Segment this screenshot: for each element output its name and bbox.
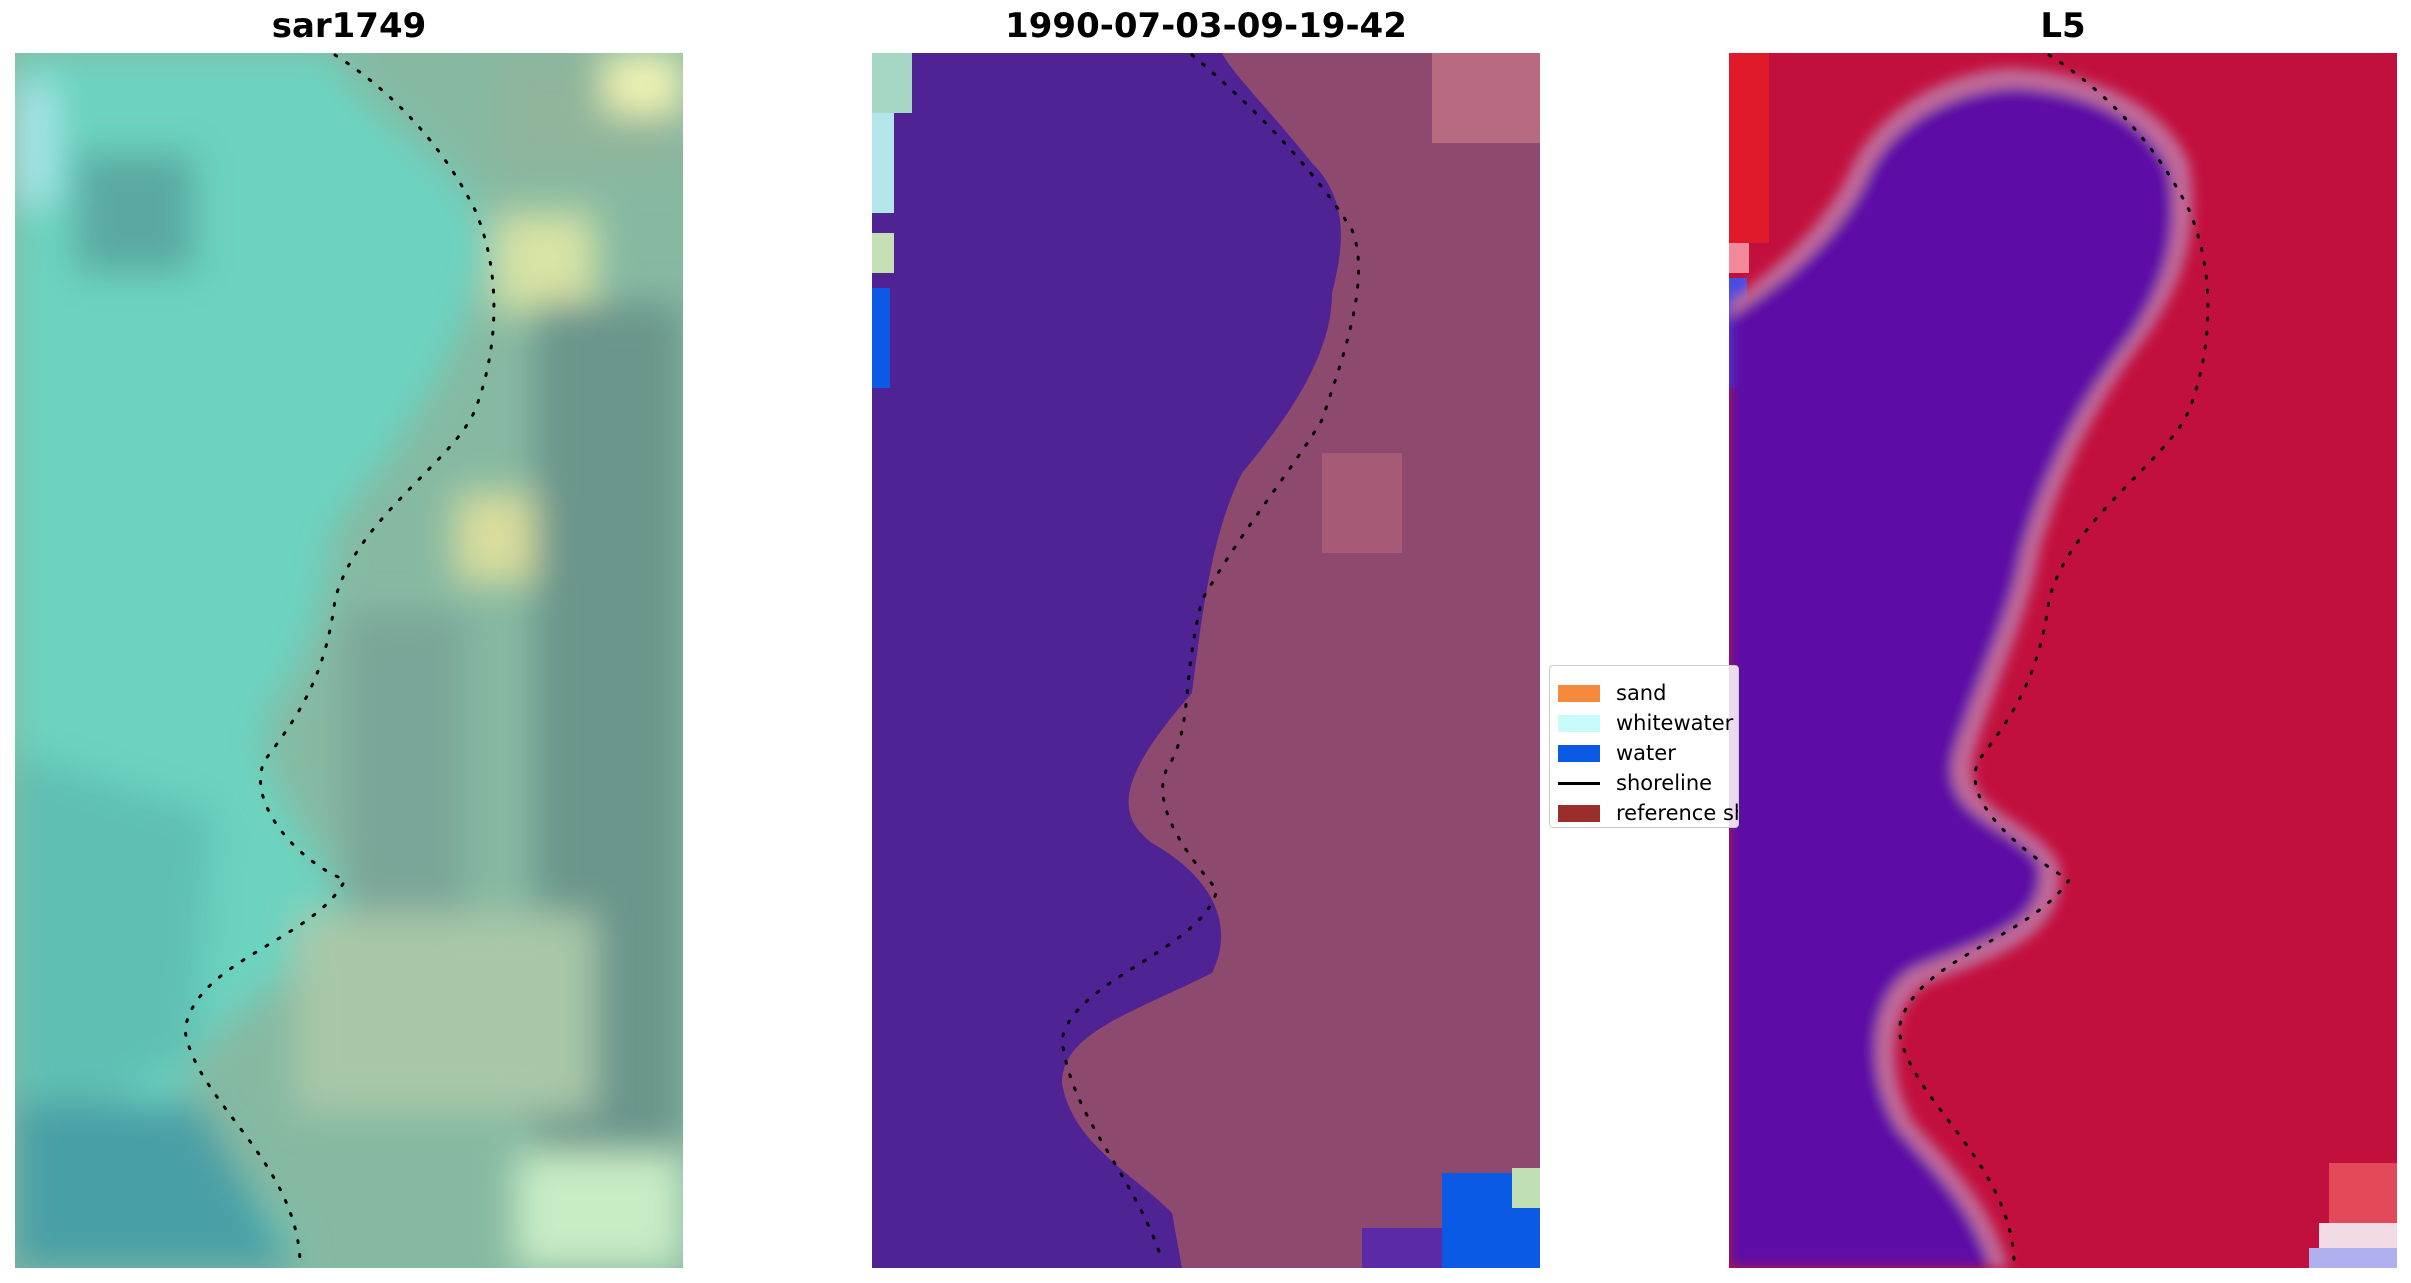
legend-label: water bbox=[1616, 741, 1676, 765]
legend-label: whitewater bbox=[1616, 711, 1734, 735]
classified-image bbox=[872, 53, 1540, 1268]
panel-index: L5 bbox=[1729, 0, 2397, 1283]
legend-label: shoreline bbox=[1616, 771, 1713, 795]
index-image bbox=[1729, 53, 2397, 1268]
panel-title: 1990-07-03-09-19-42 bbox=[1005, 6, 1407, 46]
sand-swatch bbox=[1558, 684, 1600, 702]
panel-rgb: sar1749 bbox=[15, 0, 683, 1283]
reference-shoreline-swatch bbox=[1558, 804, 1600, 822]
rgb-image-svg bbox=[15, 53, 683, 1268]
index-image-svg bbox=[1729, 53, 2397, 1268]
legend: sand whitewater water shoreline referenc… bbox=[1549, 665, 1739, 828]
panel-classified: 1990-07-03-09-19-42 bbox=[872, 0, 1540, 1283]
shoreline-line-icon bbox=[1558, 781, 1600, 785]
panel-title: sar1749 bbox=[271, 6, 427, 46]
legend-label: reference shoreline bbox=[1616, 801, 1738, 825]
rgb-image bbox=[15, 53, 683, 1268]
legend-label: sand bbox=[1616, 681, 1667, 705]
classified-image-svg bbox=[872, 53, 1540, 1268]
panel-title: L5 bbox=[2040, 6, 2086, 46]
water-swatch bbox=[1558, 744, 1600, 762]
whitewater-swatch bbox=[1558, 714, 1600, 732]
